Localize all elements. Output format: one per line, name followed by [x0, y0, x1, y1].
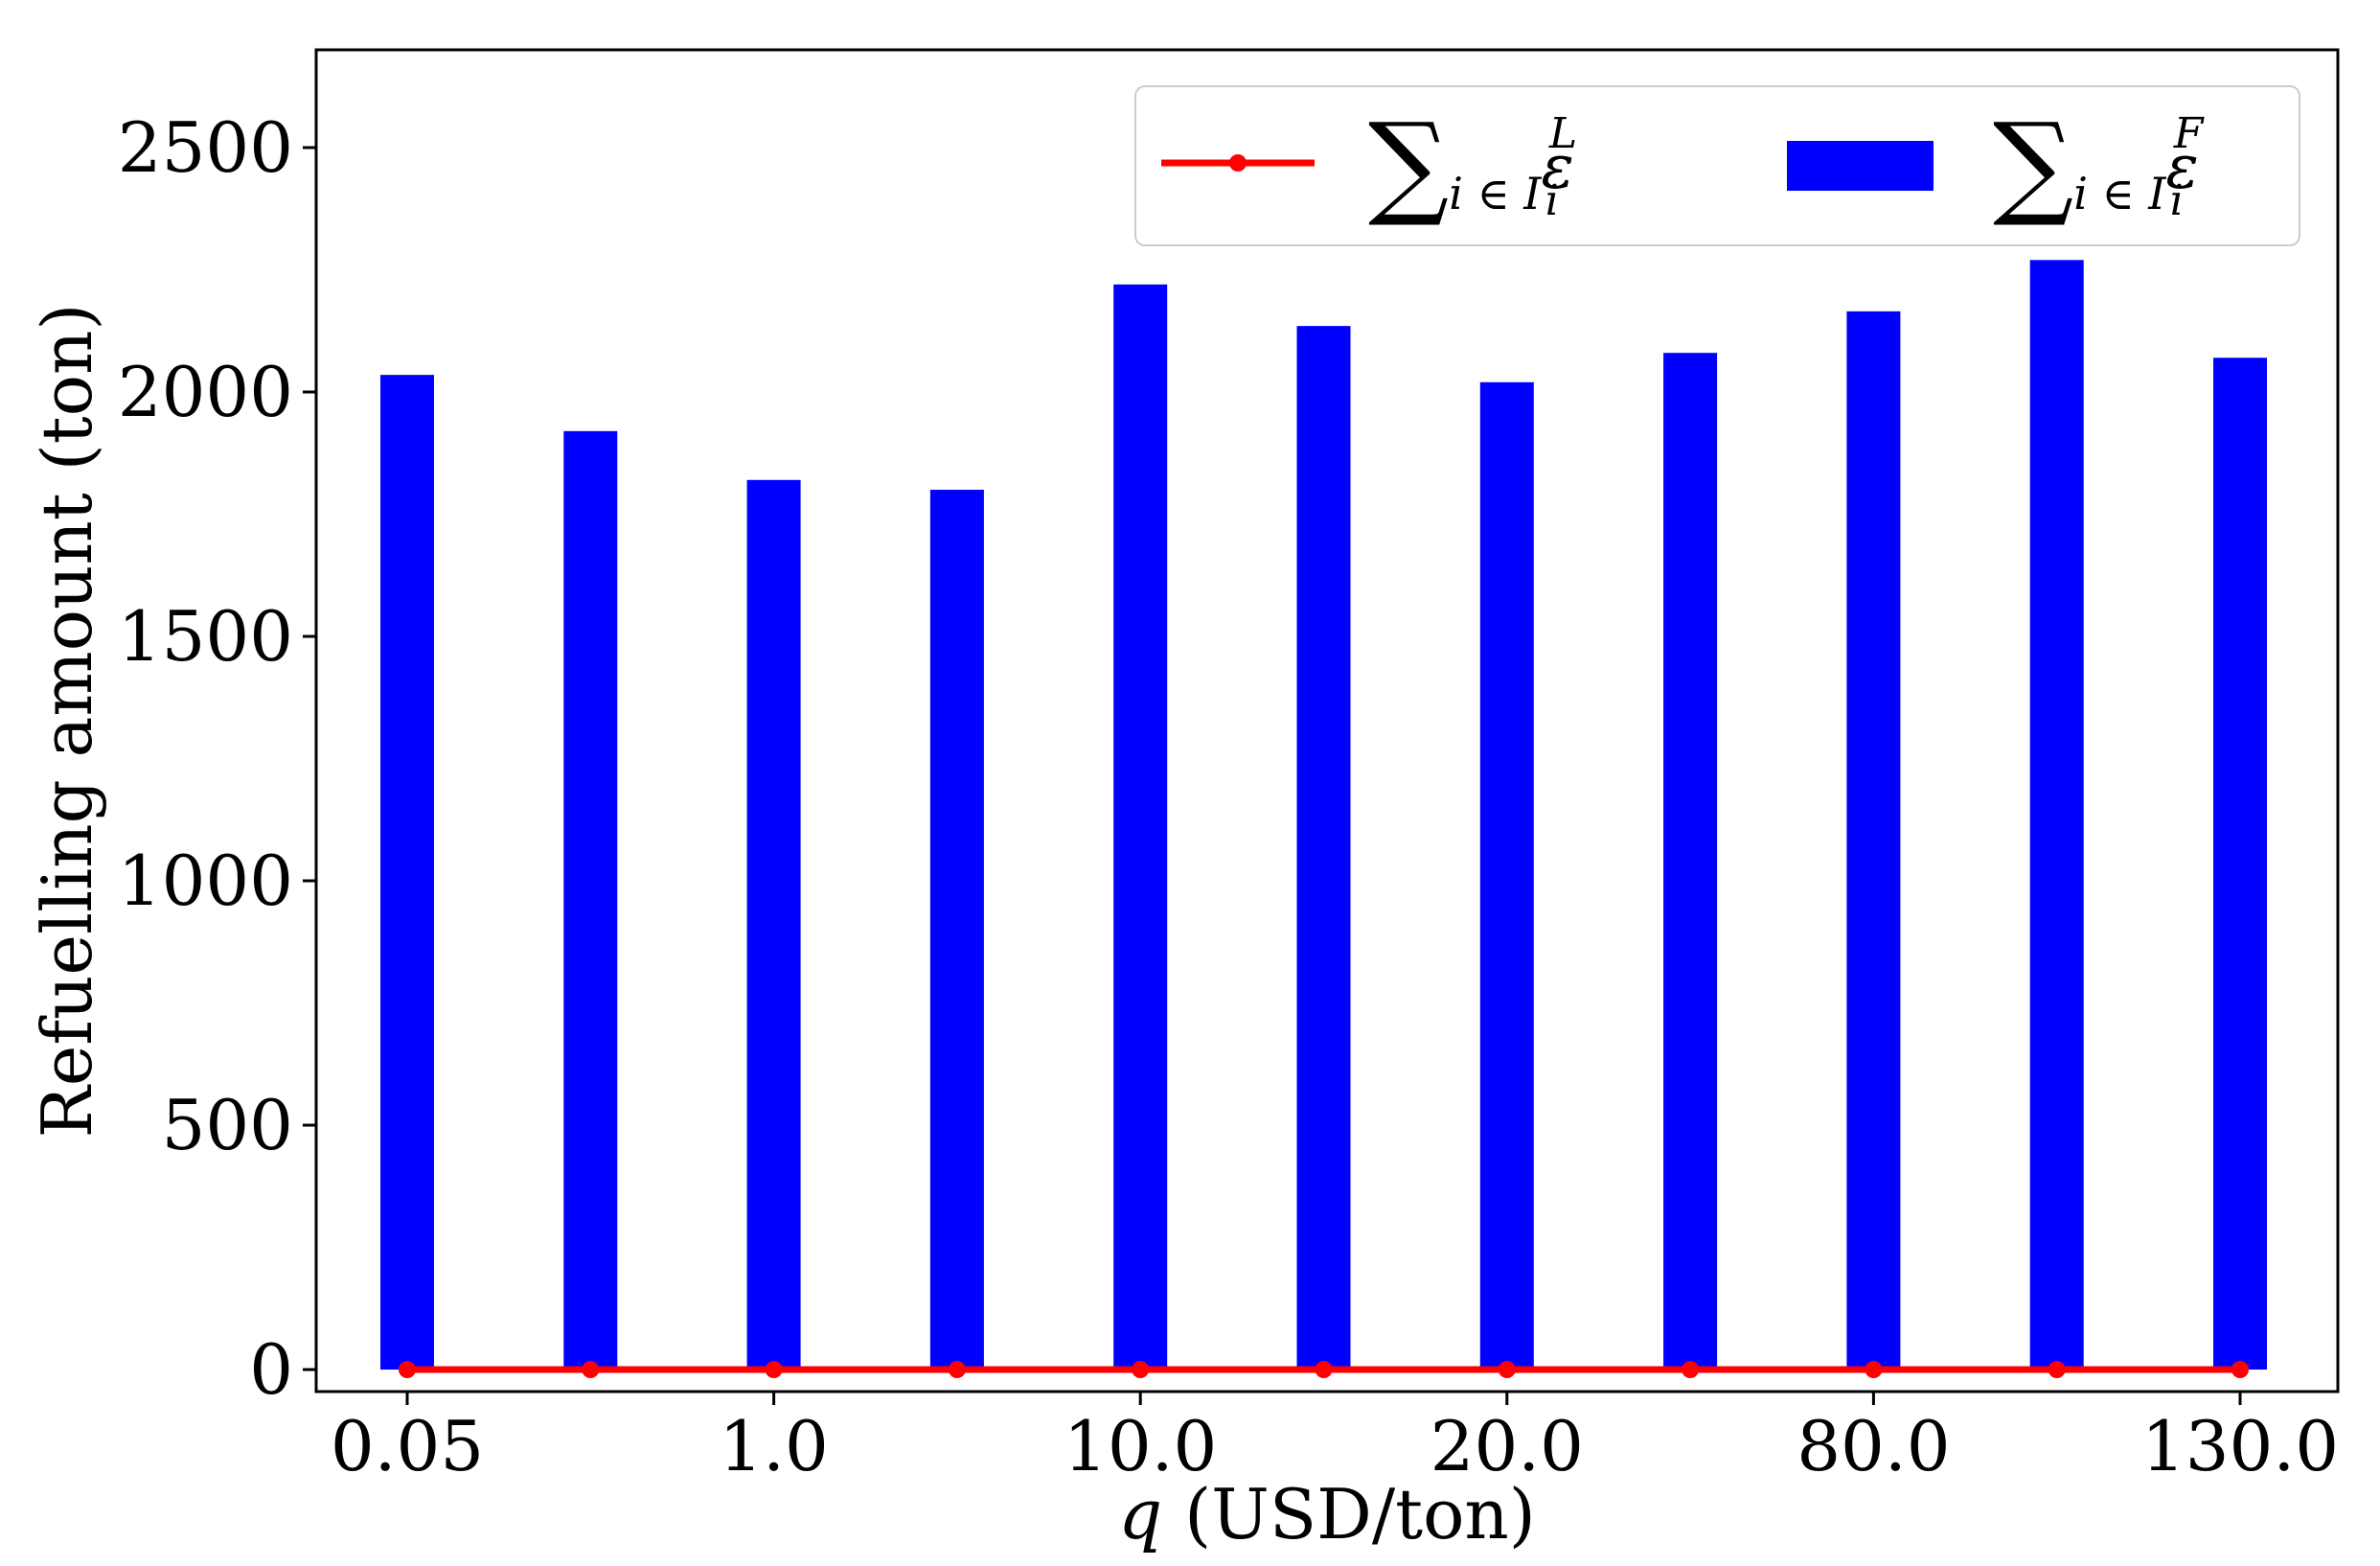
y-axis: 0 500 1000 1500 2000 2500: [118, 107, 316, 1410]
legend-bar-sum: ∑: [1993, 98, 2073, 230]
x-tick-label: 20.0: [1430, 1406, 1584, 1486]
bar: [1479, 381, 1534, 1370]
y-tick-label: 1000: [118, 841, 293, 921]
x-axis: 0.05 1.0 10.0 20.0 80.0 130.0: [331, 1392, 2339, 1486]
bar: [929, 490, 984, 1370]
legend-box: [1134, 85, 2300, 246]
y-tick-label: 2000: [118, 352, 293, 432]
bar: [563, 430, 618, 1370]
legend-bar-swatch: [1787, 141, 1934, 191]
x-tick-label: 0.05: [331, 1406, 484, 1486]
legend-line-sub: i ∈ I: [1449, 168, 1542, 219]
y-tick-label: 1500: [118, 596, 293, 677]
bar: [1296, 326, 1351, 1370]
line-point: [1865, 1361, 1883, 1379]
line-point: [582, 1361, 600, 1379]
bars-layer: [380, 260, 2267, 1370]
legend-line-marker: [1229, 154, 1247, 172]
legend-line-var: ε: [1541, 132, 1573, 203]
bar: [1846, 311, 1901, 1370]
legend: ∑i ∈ IεiL ∑i ∈ IεiF: [1134, 85, 2300, 246]
x-tick-label: 1.0: [719, 1406, 829, 1486]
line-point: [765, 1361, 783, 1379]
x-axis-variable: q: [1118, 1474, 1162, 1554]
y-tick-label: 2500: [118, 107, 293, 188]
legend-entry-bar: ∑i ∈ IεiF: [1993, 98, 2205, 230]
x-tick-label: 130.0: [2141, 1406, 2339, 1486]
line-point: [2231, 1361, 2249, 1379]
x-tick-label: 80.0: [1796, 1406, 1950, 1486]
bar: [1663, 353, 1718, 1370]
line-point: [948, 1361, 966, 1379]
bar: [2029, 260, 2084, 1370]
x-tick-label: 10.0: [1064, 1406, 1217, 1486]
bar: [746, 479, 801, 1370]
legend-bar-var: ε: [2165, 132, 2198, 203]
line-point: [1498, 1361, 1516, 1379]
bar: [1113, 284, 1168, 1370]
y-tick-label: 0: [249, 1329, 293, 1410]
plot-frame: [314, 48, 2340, 1393]
legend-entry-line: ∑i ∈ IεiL: [1368, 98, 1577, 230]
line-point: [1132, 1361, 1150, 1379]
bar: [380, 375, 434, 1370]
legend-bar-var-sub: i: [2170, 176, 2184, 225]
y-tick-label: 500: [162, 1085, 293, 1165]
line-point: [1682, 1361, 1700, 1379]
x-axis-unit: (USD/ton): [1162, 1474, 1536, 1554]
x-axis-label: q (USD/ton): [1118, 1474, 1536, 1554]
legend-line-var-sup: L: [1548, 109, 1577, 158]
line-point: [1315, 1361, 1333, 1379]
legend-line-sum: ∑: [1368, 98, 1449, 230]
legend-bar-sub: i ∈ I: [2073, 168, 2166, 219]
legend-bar-var-sup: F: [2173, 109, 2205, 158]
line-layer: [399, 1361, 2249, 1379]
bar: [2213, 357, 2267, 1370]
line-point: [399, 1361, 416, 1379]
legend-line-var-sub: i: [1545, 176, 1559, 225]
y-axis-label: Refuelling amount (ton): [27, 304, 107, 1139]
line-point: [2048, 1361, 2066, 1379]
